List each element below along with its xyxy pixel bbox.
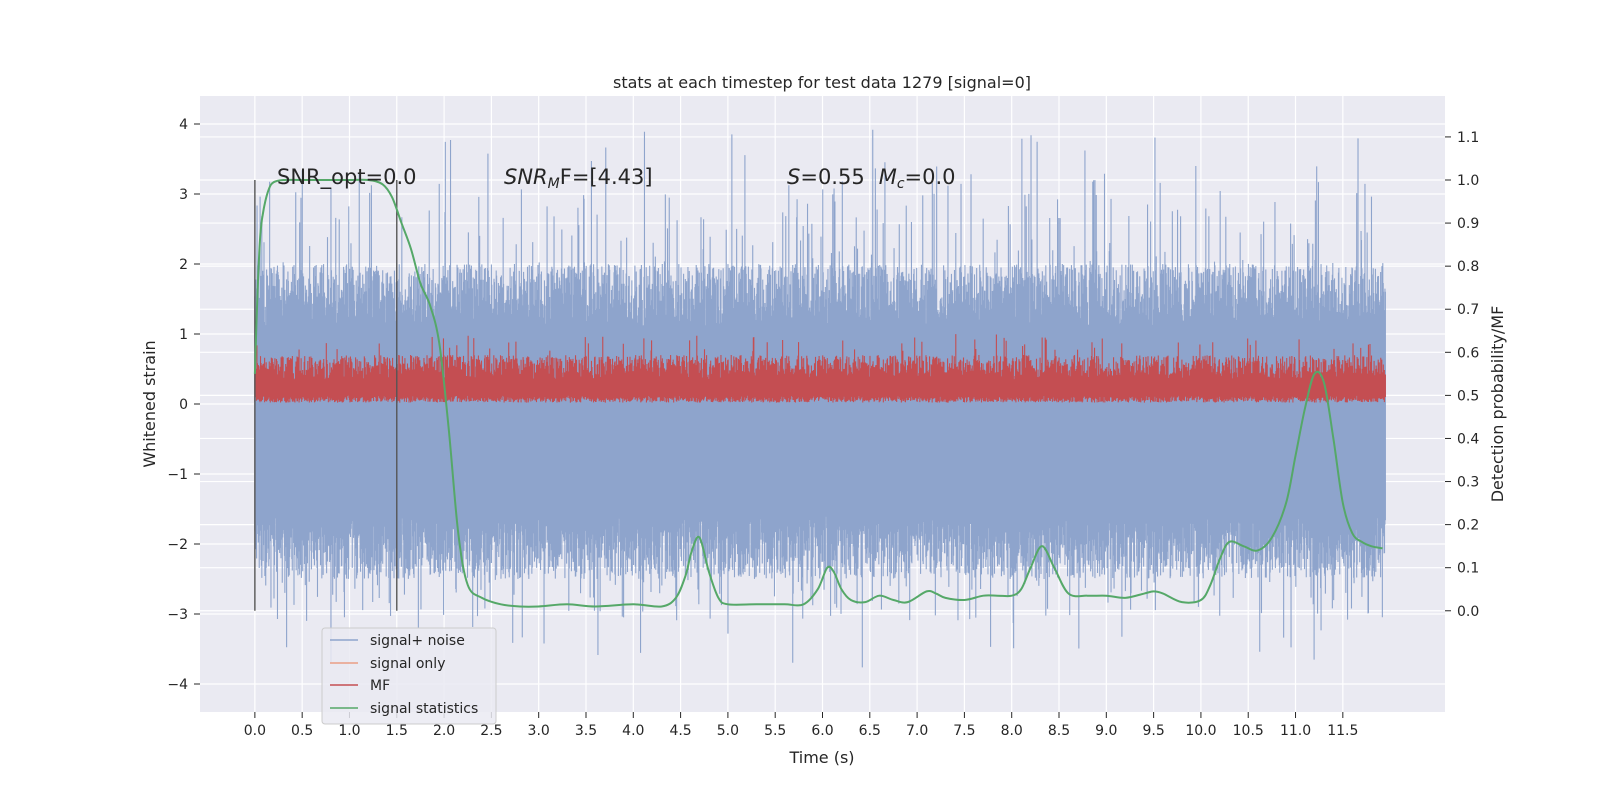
y-tick-label: −4 <box>167 677 188 693</box>
x-tick-label: 7.0 <box>906 723 928 739</box>
x-tick-label: 6.5 <box>859 723 881 739</box>
x-tick-label: 4.5 <box>669 723 691 739</box>
y2-tick-label: 0.7 <box>1457 302 1479 318</box>
y-tick-label: 1 <box>179 327 188 343</box>
y2-tick-label: 1.1 <box>1457 130 1479 146</box>
y2-tick-label: 0.3 <box>1457 475 1479 491</box>
x-tick-label: 10.5 <box>1233 723 1264 739</box>
x-tick-label: 2.0 <box>433 723 455 739</box>
vertical-markers <box>254 180 398 611</box>
x-tick-label: 5.5 <box>764 723 786 739</box>
x-tick-label: 8.5 <box>1048 723 1070 739</box>
annotation-snr-opt: SNR_opt=0.0 <box>277 165 417 190</box>
y-tick-label: 0 <box>179 397 188 413</box>
y-tick-labels: 4 3 2 1 0 −1 −2 −3 −4 <box>167 117 200 693</box>
chart-title: stats at each timestep for test data 127… <box>613 73 1031 92</box>
annotation-s-italic: S <box>787 165 800 189</box>
x-tick-label: 1.0 <box>338 723 360 739</box>
y-tick-label: −2 <box>167 537 188 553</box>
y2-tick-label: 0.1 <box>1457 561 1479 577</box>
x-tick-label: 2.5 <box>480 723 502 739</box>
y2-tick-label: 0.0 <box>1457 604 1479 620</box>
annotation-snr-mf-sub: M <box>548 176 560 192</box>
x-tick-label: 3.0 <box>528 723 550 739</box>
y2-tick-label: 0.4 <box>1457 431 1479 447</box>
x-tick-label: 11.5 <box>1327 723 1358 739</box>
annotation-mc-value: =0.0 <box>905 165 956 189</box>
annotation-mc-sub: c <box>897 176 905 192</box>
x-tick-labels: 0.0 0.5 1.0 1.5 2.0 2.5 3.0 3.5 4.0 4.5 5.0 5.5 6.0 6… <box>244 712 1358 739</box>
y2-tick-label: 0.2 <box>1457 518 1479 534</box>
y2-tick-label: 1.0 <box>1457 173 1479 189</box>
x-tick-label: 9.0 <box>1095 723 1117 739</box>
x-tick-label: 6.0 <box>811 723 833 739</box>
y2-tick-label: 0.8 <box>1457 259 1479 275</box>
y2-tick-labels: 1.1 1.0 0.9 0.8 0.7 0.6 0.5 0.4 0.3 0.2 0.1 0.0 <box>1445 130 1479 620</box>
annotation-s: S=0.55 Mc=0.0 <box>787 165 956 192</box>
signal-statistics-line <box>253 178 1383 608</box>
x-tick-label: 1.5 <box>386 723 408 739</box>
legend: signal+ noise signal only MF signal stat… <box>321 627 497 725</box>
legend-label-mf: MF <box>370 678 390 694</box>
y-tick-label: 3 <box>179 187 188 203</box>
x-tick-label: 8.0 <box>1001 723 1023 739</box>
y2-tick-label: 0.5 <box>1457 388 1479 404</box>
y-tick-label: 4 <box>179 117 188 133</box>
y-tick-label: −3 <box>167 607 188 623</box>
x-tick-label: 9.5 <box>1142 723 1164 739</box>
legend-label-signal-noise: signal+ noise <box>370 633 465 649</box>
y-tick-label: 2 <box>179 257 188 273</box>
y-axis-label: Whitened strain <box>140 340 159 467</box>
x-tick-label: 0.5 <box>291 723 313 739</box>
legend-label-signal-only: signal only <box>370 656 445 672</box>
y2-tick-label: 0.9 <box>1457 216 1479 232</box>
x-tick-label: 4.0 <box>622 723 644 739</box>
annotation-mc-italic: M <box>879 165 897 189</box>
legend-box <box>321 627 497 725</box>
y2-axis-label: Detection probability/MF <box>1488 306 1507 503</box>
x-tick-label: 3.5 <box>575 723 597 739</box>
y2-tick-label: 0.6 <box>1457 345 1479 361</box>
x-tick-label: 10.0 <box>1185 723 1216 739</box>
series-signal-statistics <box>253 178 1383 608</box>
x-tick-label: 7.5 <box>953 723 975 739</box>
x-axis-label: Time (s) <box>788 748 854 767</box>
x-tick-label: 11.0 <box>1280 723 1311 739</box>
annotation-snr-mf-italic: SNR <box>504 165 548 189</box>
annotation-snr-mf-tail: F=[4.43] <box>560 165 653 189</box>
x-tick-label: 0.0 <box>244 723 266 739</box>
legend-label-signal-statistics: signal statistics <box>370 701 478 717</box>
x-tick-label: 5.0 <box>717 723 739 739</box>
annotation-s-value: =0.55 <box>800 165 864 189</box>
y-tick-label: −1 <box>167 467 188 483</box>
annotation-snr-mf: SNRMF=[4.43] <box>504 165 653 192</box>
